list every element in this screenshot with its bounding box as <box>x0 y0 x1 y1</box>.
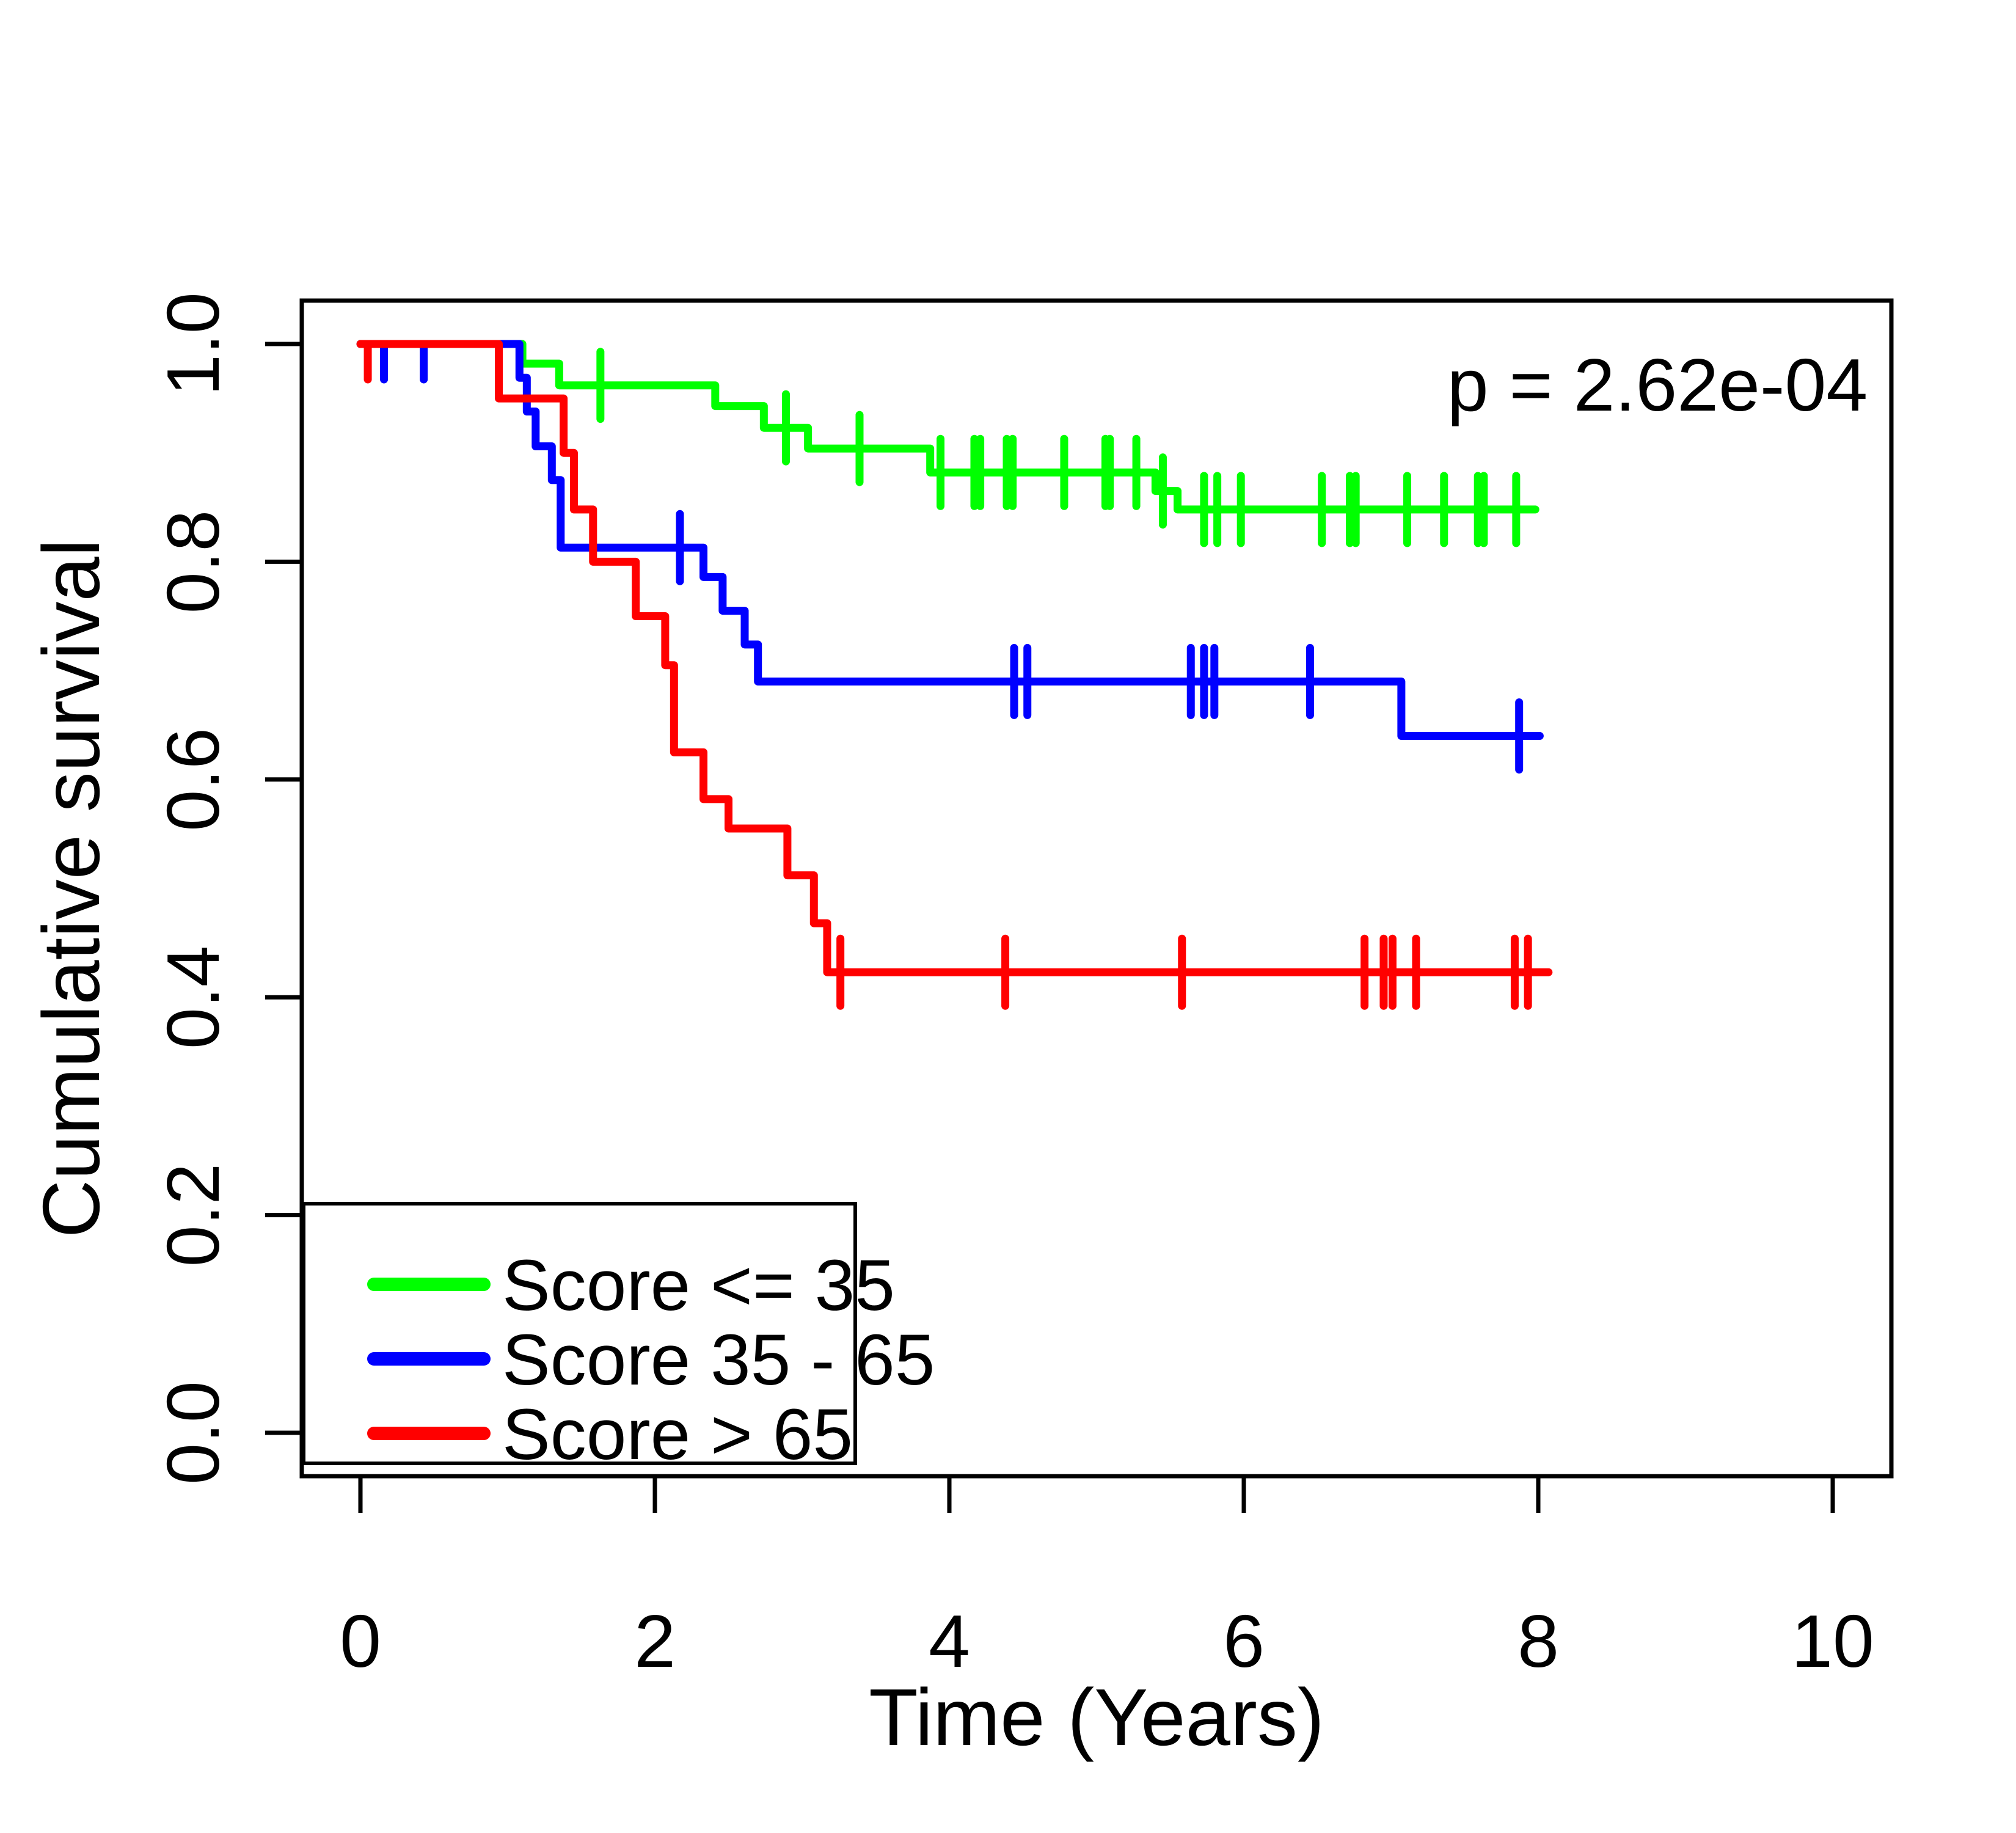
legend-label-score-gt-65: Score > 65 <box>502 1394 853 1475</box>
x-tick-label-2: 2 <box>634 1600 676 1683</box>
plot-border <box>299 298 1894 1479</box>
y-tick-label-0.6: 0.6 <box>152 728 235 832</box>
km-curve-score-35-65 <box>356 340 1544 741</box>
y-tick-label-0.2: 0.2 <box>152 1163 235 1267</box>
legend-label-score-le-35: Score <= 35 <box>502 1245 895 1326</box>
x-tick-label-10: 10 <box>1791 1600 1874 1683</box>
legend-label-score-35-65: Score 35 - 65 <box>502 1320 935 1400</box>
y-tick-label-1.0: 1.0 <box>152 292 235 396</box>
legend-box <box>302 1202 857 1465</box>
y-axis-title: Cumulative survival <box>26 539 116 1238</box>
p-value-annotation: p = 2.62e-04 <box>1447 343 1868 426</box>
y-tick-label-0.4: 0.4 <box>152 945 235 1049</box>
x-axis-title: Time (Years) <box>869 1672 1324 1762</box>
x-tick-label-8: 8 <box>1517 1600 1559 1683</box>
y-tick-label-0.0: 0.0 <box>152 1381 235 1485</box>
x-tick-label-4: 4 <box>929 1600 970 1683</box>
x-tick-label-0: 0 <box>340 1600 381 1683</box>
km-curve-score-gt-65 <box>356 340 1553 976</box>
y-tick-label-0.8: 0.8 <box>152 510 235 614</box>
x-tick-label-6: 6 <box>1223 1600 1265 1683</box>
